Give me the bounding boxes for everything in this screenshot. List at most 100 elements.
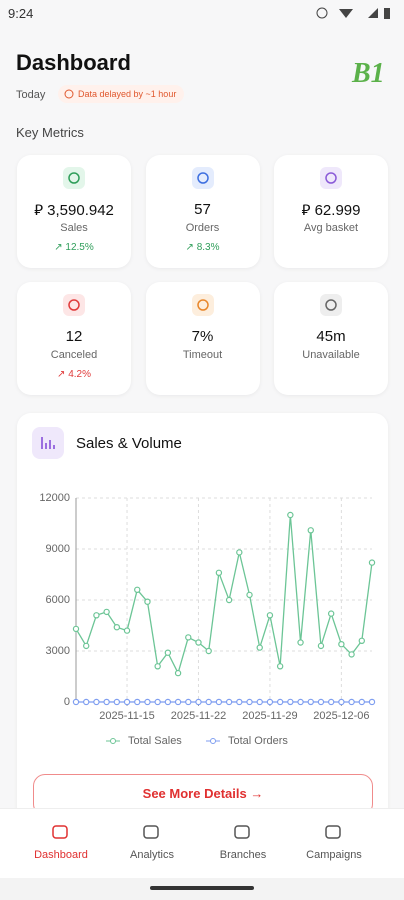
metric-label: Avg basket xyxy=(303,222,359,234)
chart-title: Sales & Volume xyxy=(76,435,182,452)
y-tick-label: 0 xyxy=(64,696,70,708)
point xyxy=(154,698,161,706)
point xyxy=(338,641,345,648)
point xyxy=(83,642,90,650)
point xyxy=(103,698,110,706)
metric-label: Canceled xyxy=(50,349,98,361)
legend-swatch xyxy=(210,738,216,744)
point xyxy=(358,637,365,645)
point xyxy=(266,698,274,706)
point xyxy=(93,612,100,619)
date-label: Today xyxy=(16,89,46,101)
point xyxy=(174,698,182,706)
metric-icon xyxy=(63,167,85,189)
point xyxy=(185,698,192,706)
point xyxy=(297,698,304,706)
metric-icon xyxy=(191,167,214,189)
page-title: Dashboard xyxy=(16,50,131,75)
nav-icon xyxy=(233,823,251,841)
point xyxy=(205,698,212,706)
metric-value: 12 xyxy=(65,328,83,345)
point xyxy=(123,698,131,706)
point xyxy=(236,698,243,706)
nav-icon xyxy=(142,823,160,841)
metric-label: Unavailable xyxy=(302,349,360,361)
change-text: 8.3% xyxy=(196,242,220,253)
point xyxy=(338,698,345,706)
point xyxy=(72,625,80,633)
point xyxy=(225,698,233,706)
metric-change: ↗ 12.5% xyxy=(54,242,94,253)
point xyxy=(205,647,212,655)
point xyxy=(307,698,314,706)
chart-icon xyxy=(32,427,64,459)
point xyxy=(164,698,172,706)
metric-value: 7% xyxy=(191,328,214,345)
gesture-bar xyxy=(0,878,404,900)
point xyxy=(307,527,314,534)
point xyxy=(134,698,141,706)
point xyxy=(113,698,121,706)
metric-change: ↗ 8.3% xyxy=(185,242,220,253)
legend-label: Total Sales xyxy=(128,735,182,747)
section-title: Key Metrics xyxy=(16,125,84,140)
logo: B1 xyxy=(352,58,385,89)
metric-change: ↗ 4.2% xyxy=(57,369,91,380)
legend-label: Total Orders xyxy=(228,735,288,747)
point xyxy=(368,698,376,706)
metric-value: 57 xyxy=(194,201,211,218)
point xyxy=(256,698,263,706)
point xyxy=(348,698,355,706)
point xyxy=(72,698,80,706)
point xyxy=(113,624,121,631)
point xyxy=(256,644,263,651)
y-tick-label: 3000 xyxy=(46,645,70,657)
point xyxy=(287,698,294,706)
delay-notice: Data delayed by ~1 hour xyxy=(58,85,185,103)
point xyxy=(225,596,233,604)
point xyxy=(266,612,274,619)
point xyxy=(174,669,182,677)
point xyxy=(236,549,243,556)
point xyxy=(123,627,131,634)
nav-item[interactable]: Branches xyxy=(219,849,267,861)
point xyxy=(368,559,376,566)
point xyxy=(327,698,335,706)
point xyxy=(164,649,172,656)
nav-item[interactable]: Campaigns xyxy=(306,849,362,861)
time: 9:24 xyxy=(8,6,34,21)
point xyxy=(297,639,304,646)
point xyxy=(83,698,90,706)
point xyxy=(134,586,141,594)
point xyxy=(327,610,335,617)
metric-label: Timeout xyxy=(182,349,223,361)
metric-label: Sales xyxy=(60,222,88,234)
metric-value: ⃁ 3,590.942 xyxy=(34,202,114,219)
metric-card: ⃁ 3,590.942 Sales ↗ 12.5% xyxy=(17,155,131,268)
button-text: See More Details xyxy=(142,786,247,801)
point xyxy=(215,569,223,577)
metric-value: ⃁ 62.999 xyxy=(301,202,361,219)
point xyxy=(103,608,110,616)
metric-label: Orders xyxy=(185,222,220,234)
nav-item[interactable]: Dashboard xyxy=(34,849,88,861)
y-tick-label: 9000 xyxy=(46,543,70,555)
point xyxy=(185,634,192,641)
change-text: 4.2% xyxy=(68,369,91,380)
metric-icon xyxy=(320,294,342,316)
metric-card: ⃁ 62.999 Avg basket xyxy=(274,155,388,268)
nav-item[interactable]: Analytics xyxy=(129,849,175,861)
x-tick-label: 2025-11-15 xyxy=(99,710,154,722)
bottom-nav: Dashboard Analytics Branches Campaigns xyxy=(0,808,404,879)
metric-icon xyxy=(191,294,214,316)
legend-swatch xyxy=(110,738,116,744)
notice-text: Data delayed by ~1 hour xyxy=(78,89,177,99)
point xyxy=(154,663,161,670)
point xyxy=(348,651,355,658)
nav-icon xyxy=(324,823,342,841)
metric-card: 12 Canceled ↗ 4.2% xyxy=(17,282,131,395)
status-icons xyxy=(314,6,394,20)
metric-card: 45m Unavailable xyxy=(274,282,388,395)
